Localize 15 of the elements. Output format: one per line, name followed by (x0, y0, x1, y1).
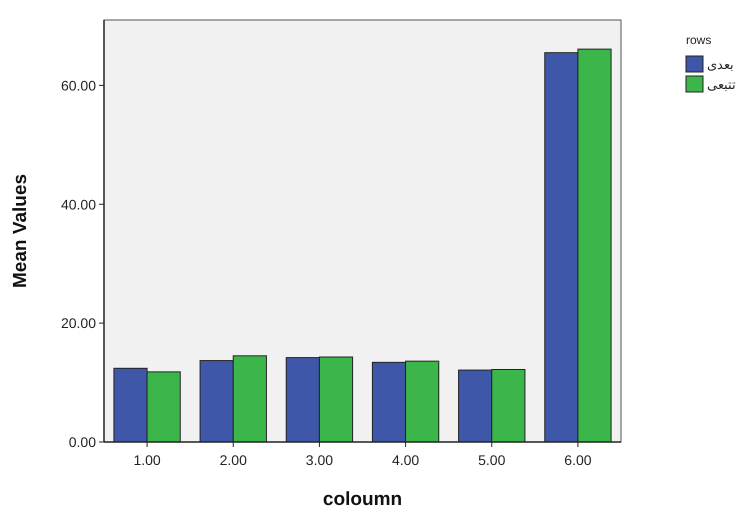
y-tick-label: 40.00 (60, 196, 96, 212)
x-tick-label: 3.00 (306, 452, 334, 468)
y-tick-label: 60.00 (60, 77, 96, 94)
y-tick-label: 0.00 (68, 434, 96, 450)
legend-label: تتبعی (707, 77, 736, 92)
x-axis-title: coloumn (322, 489, 402, 510)
x-tick-label: 5.00 (478, 452, 506, 468)
y-tick-label: 20.00 (60, 315, 96, 332)
legend-label: بعدی (707, 57, 734, 72)
x-tick-label: 4.00 (392, 452, 420, 468)
legend-title: rows (686, 33, 712, 47)
x-tick-label: 1.00 (133, 452, 161, 468)
y-axis-title: Mean Values (10, 174, 31, 288)
x-tick-label: 2.00 (220, 452, 248, 468)
x-tick-label: 6.00 (564, 452, 592, 468)
